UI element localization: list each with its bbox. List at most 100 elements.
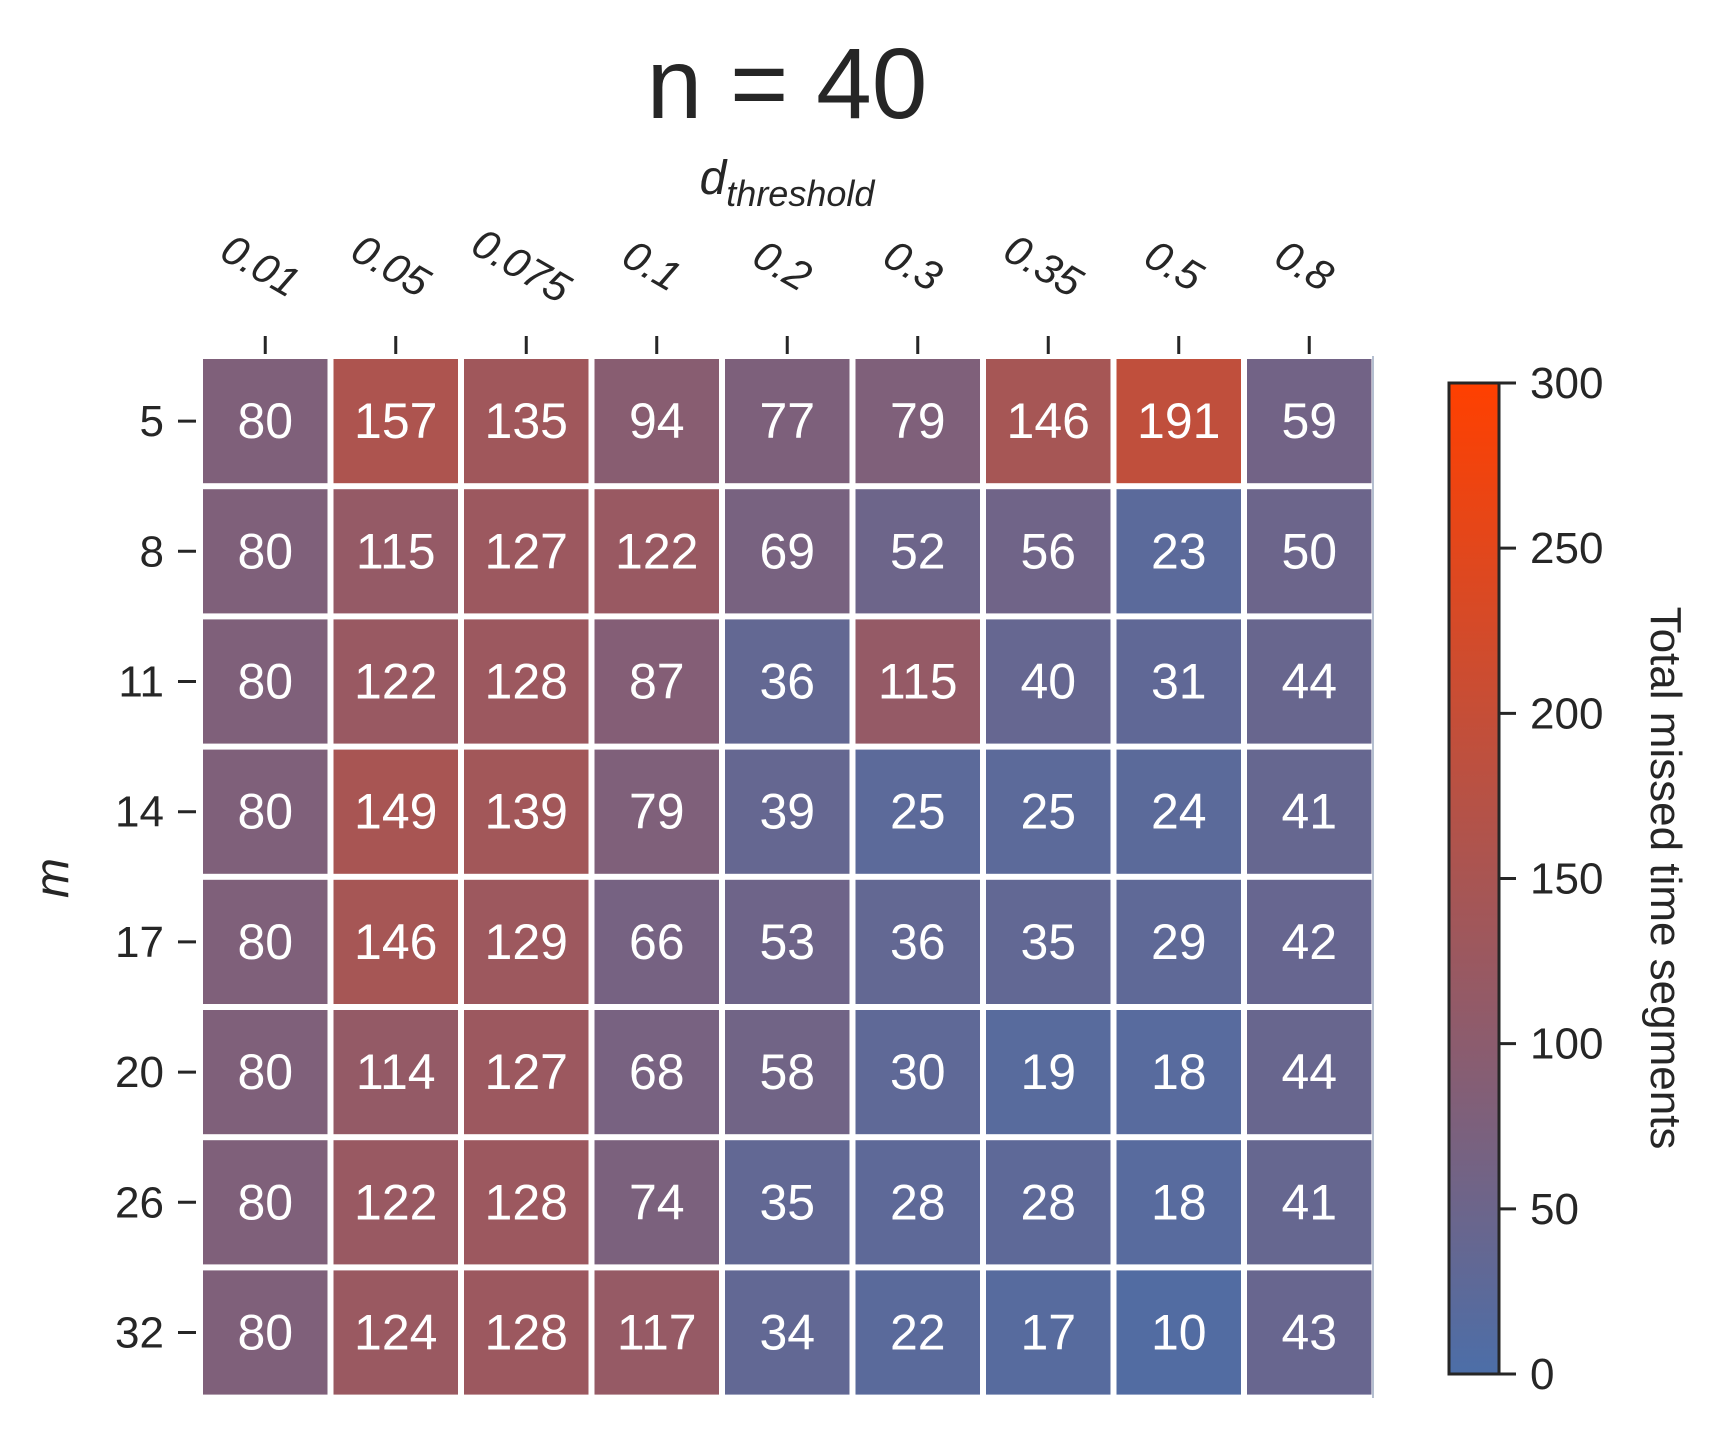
cell-value-label: 59 bbox=[1281, 393, 1337, 449]
cell-value-label: 117 bbox=[617, 1305, 697, 1361]
cell-value-label: 19 bbox=[1020, 1044, 1076, 1100]
cell-value-label: 29 bbox=[1151, 914, 1207, 970]
cell-value-label: 44 bbox=[1281, 654, 1337, 710]
cell-value-label: 41 bbox=[1281, 1174, 1337, 1230]
cell-value-label: 127 bbox=[485, 523, 568, 579]
cell-value-label: 115 bbox=[356, 523, 436, 579]
heatmap-cell bbox=[594, 879, 719, 1004]
cell-value-label: 146 bbox=[1007, 393, 1090, 449]
x-tick-label: 0.8 bbox=[1267, 230, 1342, 300]
cell-value-label: 18 bbox=[1151, 1174, 1207, 1230]
heatmap-cell bbox=[333, 1140, 458, 1265]
x-tick-label: 0.2 bbox=[745, 230, 819, 300]
y-tick-group: 5 8 11 14 17 20 26 32 bbox=[115, 397, 196, 1358]
heatmap-cell bbox=[464, 879, 589, 1004]
heatmap-cell bbox=[855, 879, 980, 1004]
heatmap-cell bbox=[594, 1010, 719, 1135]
x-tick-group: 0.01 0.05 0.075 0.1 0.2 0.3 0.35 0.5 0.8 bbox=[213, 219, 1342, 354]
x-tick-label: 0.075 bbox=[464, 219, 579, 313]
heatmap-cell bbox=[203, 879, 328, 1004]
cell-value-label: 34 bbox=[759, 1305, 815, 1361]
heatmap-cell bbox=[464, 1270, 589, 1395]
x-axis-label-subscript: threshold bbox=[726, 173, 875, 214]
heatmap-cell bbox=[333, 489, 458, 614]
cell-value-label: 35 bbox=[1020, 914, 1076, 970]
y-axis-label: m bbox=[26, 858, 79, 898]
heatmap-cell bbox=[725, 1010, 850, 1135]
heatmap-cell bbox=[203, 1140, 328, 1265]
heatmap-cell bbox=[986, 1140, 1111, 1265]
cell-value-label: 42 bbox=[1281, 914, 1337, 970]
cell-value-label: 25 bbox=[890, 784, 946, 840]
heatmap-cell bbox=[594, 619, 719, 744]
cell-value-label: 36 bbox=[890, 914, 946, 970]
x-tick-label: 0.3 bbox=[876, 230, 950, 300]
cell-value-label: 23 bbox=[1151, 523, 1207, 579]
cell-value-label: 135 bbox=[485, 393, 568, 449]
y-tick-label: 20 bbox=[115, 1048, 164, 1097]
heatmap-cell bbox=[855, 1270, 980, 1395]
cell-value-label: 52 bbox=[890, 523, 946, 579]
y-tick-label: 32 bbox=[115, 1309, 164, 1358]
colorbar-tick-label: 100 bbox=[1530, 1020, 1603, 1069]
cell-value-label: 22 bbox=[890, 1305, 946, 1361]
cell-value-label: 50 bbox=[1281, 523, 1337, 579]
cell-value-label: 56 bbox=[1020, 523, 1076, 579]
heatmap-cell bbox=[986, 749, 1111, 874]
x-tick-label: 0.05 bbox=[344, 225, 439, 307]
heatmap-cell bbox=[333, 359, 458, 484]
heatmap-cell bbox=[464, 619, 589, 744]
cell-value-label: 43 bbox=[1281, 1305, 1337, 1361]
heatmap-cell bbox=[464, 749, 589, 874]
x-axis-label-main: d bbox=[700, 152, 728, 205]
cell-value-label: 74 bbox=[629, 1174, 685, 1230]
heatmap-cell bbox=[986, 619, 1111, 744]
cell-value-label: 149 bbox=[354, 784, 437, 840]
heatmap-cell bbox=[986, 359, 1111, 484]
x-tick-label: 0.5 bbox=[1137, 230, 1212, 300]
cell-value-label: 66 bbox=[629, 914, 685, 970]
heatmap-cell bbox=[725, 489, 850, 614]
heatmap-cell bbox=[203, 489, 328, 614]
heatmap-cell bbox=[1116, 1010, 1241, 1135]
heatmap-cell bbox=[1247, 489, 1372, 614]
cell-value-label: 80 bbox=[237, 914, 293, 970]
cell-value-label: 191 bbox=[1137, 393, 1220, 449]
cell-value-label: 80 bbox=[237, 523, 293, 579]
heatmap-cell bbox=[1116, 489, 1241, 614]
cell-value-label: 80 bbox=[237, 784, 293, 840]
cell-value-label: 40 bbox=[1020, 654, 1076, 710]
cell-value-label: 122 bbox=[615, 523, 698, 579]
cell-value-label: 25 bbox=[1020, 784, 1076, 840]
cell-value-label: 114 bbox=[356, 1044, 436, 1100]
cell-value-label: 122 bbox=[354, 654, 437, 710]
heatmap-cell bbox=[464, 1140, 589, 1265]
heatmap-cell bbox=[1247, 619, 1372, 744]
cell-value-label: 122 bbox=[354, 1174, 437, 1230]
cell-value-label: 79 bbox=[890, 393, 946, 449]
cell-value-label: 80 bbox=[237, 1044, 293, 1100]
cell-value-label: 17 bbox=[1020, 1305, 1076, 1361]
heatmap-cell bbox=[986, 879, 1111, 1004]
heatmap-cell bbox=[594, 1140, 719, 1265]
heatmap-cell bbox=[203, 619, 328, 744]
cell-value-label: 30 bbox=[890, 1044, 946, 1100]
heatmap-cell bbox=[594, 359, 719, 484]
heatmap-cell bbox=[1116, 359, 1241, 484]
heatmap-cell bbox=[855, 1140, 980, 1265]
heatmap-cell bbox=[203, 1010, 328, 1135]
cell-value-label: 80 bbox=[237, 654, 293, 710]
heatmap-cell bbox=[333, 619, 458, 744]
heatmap-cell bbox=[333, 879, 458, 1004]
cell-value-label: 115 bbox=[878, 654, 958, 710]
heatmap-cell bbox=[594, 749, 719, 874]
cell-value-label: 69 bbox=[759, 523, 815, 579]
colorbar-label: Total missed time segments bbox=[1641, 607, 1690, 1150]
x-tick-label: 0.1 bbox=[615, 230, 689, 300]
heatmap-cell bbox=[855, 619, 980, 744]
cell-value-label: 127 bbox=[485, 1044, 568, 1100]
heatmap-cell bbox=[1116, 879, 1241, 1004]
heatmap-cell bbox=[855, 1010, 980, 1135]
cell-value-label: 58 bbox=[759, 1044, 815, 1100]
x-axis-label: dthreshold bbox=[700, 152, 876, 214]
